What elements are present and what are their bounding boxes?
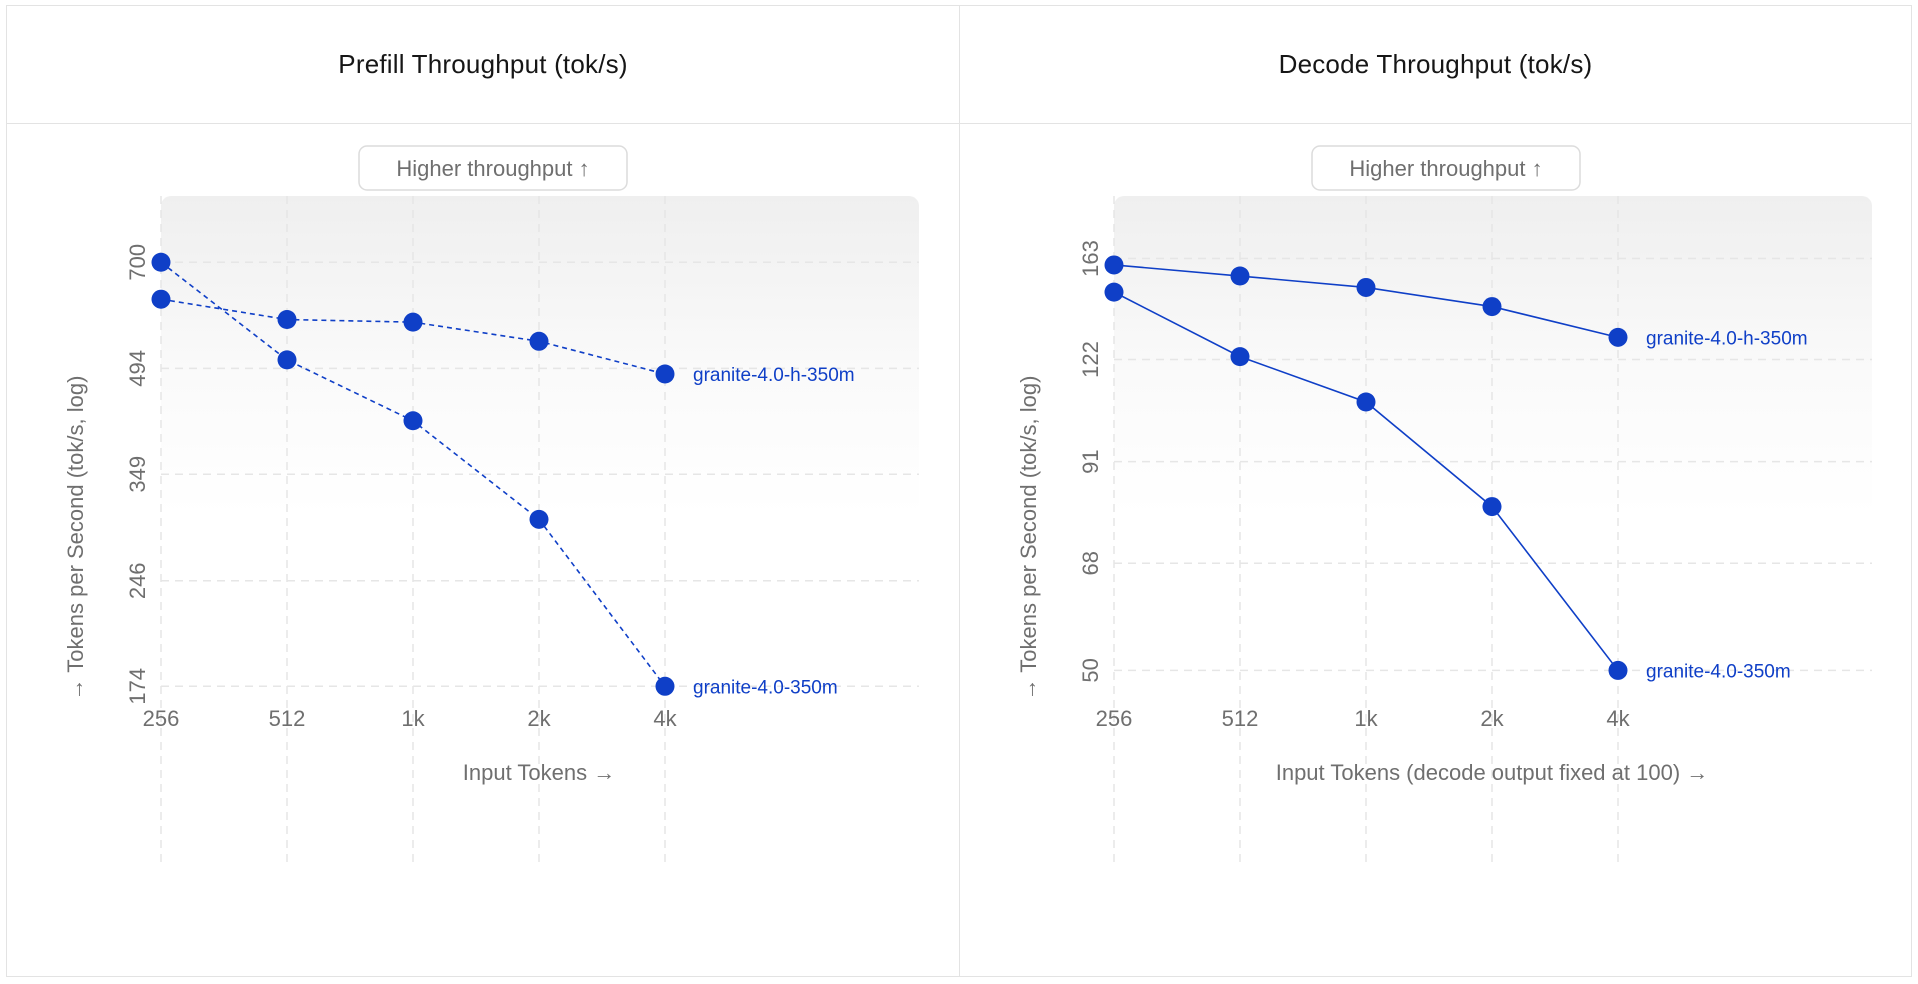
prefill-xtick-label: 2k [527,706,551,731]
decode-point-granite-4-0-h-350m-4k [1608,327,1628,347]
decode-ytick-label: 50 [1078,658,1103,682]
decode-series-label-granite-4-0-h-350m: granite-4.0-h-350m [1646,328,1808,349]
decode-point-granite-4-0-350m-1k [1356,392,1376,412]
prefill-point-granite-4-0-350m-512 [277,350,297,370]
decode-xtick-label: 512 [1222,706,1259,731]
prefill-point-granite-4-0-h-350m-512 [277,310,297,330]
prefill-ytick-label: 174 [125,668,150,705]
prefill-title: Prefill Throughput (tok/s) [338,49,628,79]
decode-point-granite-4-0-h-350m-2k [1482,297,1502,317]
prefill-point-granite-4-0-350m-1k [403,411,423,431]
prefill-xtick-label: 1k [401,706,425,731]
prefill-x-axis-title: Input Tokens → [463,760,615,785]
prefill-point-granite-4-0-350m-4k [655,676,675,696]
prefill-header: Prefill Throughput (tok/s) [7,6,959,124]
decode-header: Decode Throughput (tok/s) [960,6,1911,124]
decode-panel: Decode Throughput (tok/s) 163 122 91 68 50 25… [959,6,1911,976]
decode-y-axis-title: → Tokens per Second (tok/s, log) [1016,376,1041,701]
decode-highlight-region [1114,196,1872,516]
decode-ytick-label: 68 [1078,551,1103,575]
prefill-point-granite-4-0-h-350m-2k [529,331,549,351]
decode-xtick-label: 1k [1354,706,1378,731]
prefill-xtick-label: 512 [269,706,306,731]
decode-point-granite-4-0-350m-256 [1104,282,1124,302]
decode-point-granite-4-0-h-350m-1k [1356,277,1376,297]
decode-xtick-label: 2k [1480,706,1504,731]
decode-point-granite-4-0-350m-512 [1230,347,1250,367]
decode-title: Decode Throughput (tok/s) [1278,49,1593,79]
decode-point-granite-4-0-350m-4k [1608,660,1628,680]
decode-point-granite-4-0-350m-2k [1482,497,1502,517]
decode-point-granite-4-0-h-350m-512 [1230,266,1250,286]
prefill-higher-badge: Higher throughput ↑ [358,145,628,191]
prefill-ytick-label: 700 [125,244,150,281]
prefill-point-granite-4-0-350m-256 [151,252,171,272]
prefill-point-granite-4-0-350m-2k [529,509,549,529]
prefill-ytick-label: 349 [125,456,150,493]
prefill-series-label-granite-4-0-h-350m: granite-4.0-h-350m [693,365,855,386]
decode-ytick-label: 91 [1078,449,1103,473]
prefill-panel: Prefill Throughput (tok/s) 700 494 349 246 1… [7,6,959,976]
prefill-ytick-label: 494 [125,350,150,387]
decode-badge-label: Higher throughput ↑ [1349,156,1542,181]
decode-badge-box [1311,145,1581,191]
decode-xtick-label: 256 [1096,706,1133,731]
prefill-xtick-label: 256 [143,706,180,731]
prefill-point-granite-4-0-h-350m-256 [151,289,171,309]
decode-x-axis-title: Input Tokens (decode output fixed at 100… [1276,760,1709,785]
prefill-y-axis-title: → Tokens per Second (tok/s, log) [63,376,88,701]
chart-frame: Prefill Throughput (tok/s) 700 494 349 246 1… [6,5,1912,977]
prefill-badge-label: Higher throughput ↑ [396,156,589,181]
prefill-xtick-label: 4k [653,706,677,731]
decode-chart: 163 122 91 68 50 256 512 1k 2k 4k Input Tokens (de… [1016,145,1872,864]
decode-xtick-label: 4k [1606,706,1630,731]
prefill-highlight-region [161,196,919,516]
prefill-point-granite-4-0-h-350m-4k [655,364,675,384]
decode-ytick-label: 122 [1078,341,1103,378]
decode-ytick-label: 163 [1078,240,1103,277]
decode-series-label-granite-4-0-350m: granite-4.0-350m [1646,661,1791,682]
prefill-series-label-granite-4-0-350m: granite-4.0-350m [693,677,838,698]
prefill-badge-box [358,145,628,191]
decode-point-granite-4-0-h-350m-256 [1104,255,1124,275]
decode-higher-badge: Higher throughput ↑ [1311,145,1581,191]
prefill-ytick-label: 246 [125,562,150,599]
prefill-point-granite-4-0-h-350m-1k [403,312,423,332]
